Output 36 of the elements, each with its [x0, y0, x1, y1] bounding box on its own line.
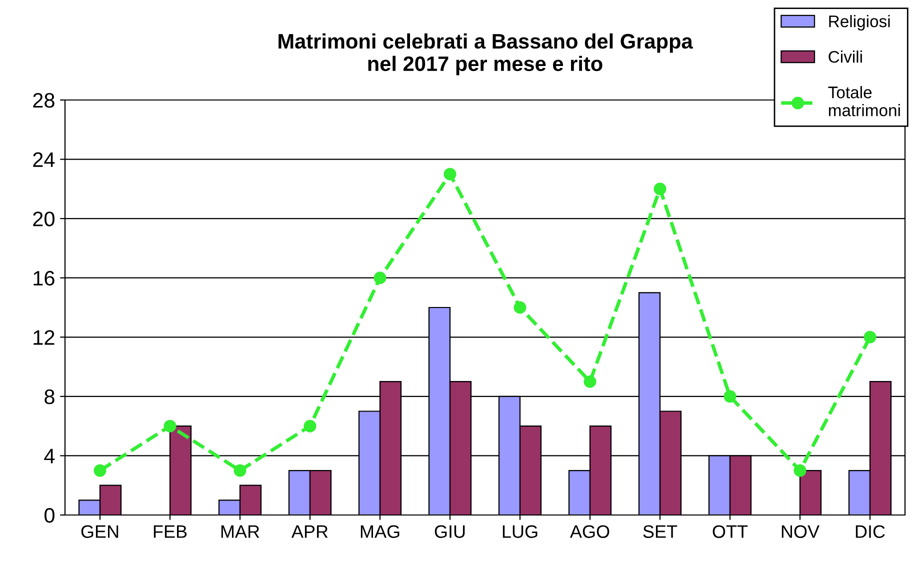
y-tick-label: 24: [33, 152, 55, 167]
point: [444, 168, 456, 180]
x-tick-label: SET: [643, 525, 678, 538]
point: [164, 420, 176, 432]
x-tick-label: APR: [291, 525, 328, 538]
x-tick-label: FEB: [154, 525, 187, 538]
y-tick-label: 12: [34, 330, 54, 345]
legend-label: Civili: [828, 50, 862, 63]
x-tick-label: AGO: [570, 525, 610, 538]
legend-label: Totale matrimoni: [828, 86, 900, 116]
x-tick-label: NOV: [782, 525, 820, 538]
y-tick-label: 16: [34, 270, 54, 286]
y-tick-label: 20: [33, 212, 54, 226]
y-tick-label: 8: [44, 389, 54, 404]
x-tick-label: MAR: [221, 525, 260, 538]
point: [234, 464, 246, 477]
point: [304, 420, 316, 432]
point: [584, 375, 596, 388]
y-tick-label: 0: [44, 508, 54, 523]
point: [724, 390, 736, 403]
point: [864, 330, 876, 344]
legend-label: Religiosi: [829, 15, 890, 31]
chart-title: Matrimoni celebrati a Bassano del Grappa nel 2017 per mese e rito: [278, 33, 693, 76]
x-tick-label: GIU: [434, 525, 465, 538]
x-tick-label: OTT: [712, 525, 748, 538]
point: [374, 272, 386, 284]
point: [94, 464, 106, 477]
point: [794, 464, 806, 477]
point: [654, 182, 666, 196]
y-tick-label: 28: [33, 93, 54, 108]
x-tick-label: DIC: [856, 525, 885, 538]
x-tick-label: GEN: [81, 525, 118, 538]
x-tick-label: MAG: [360, 525, 400, 538]
x-tick-label: LUG: [502, 525, 538, 538]
point: [514, 301, 526, 314]
y-tick-label: 4: [44, 448, 55, 464]
